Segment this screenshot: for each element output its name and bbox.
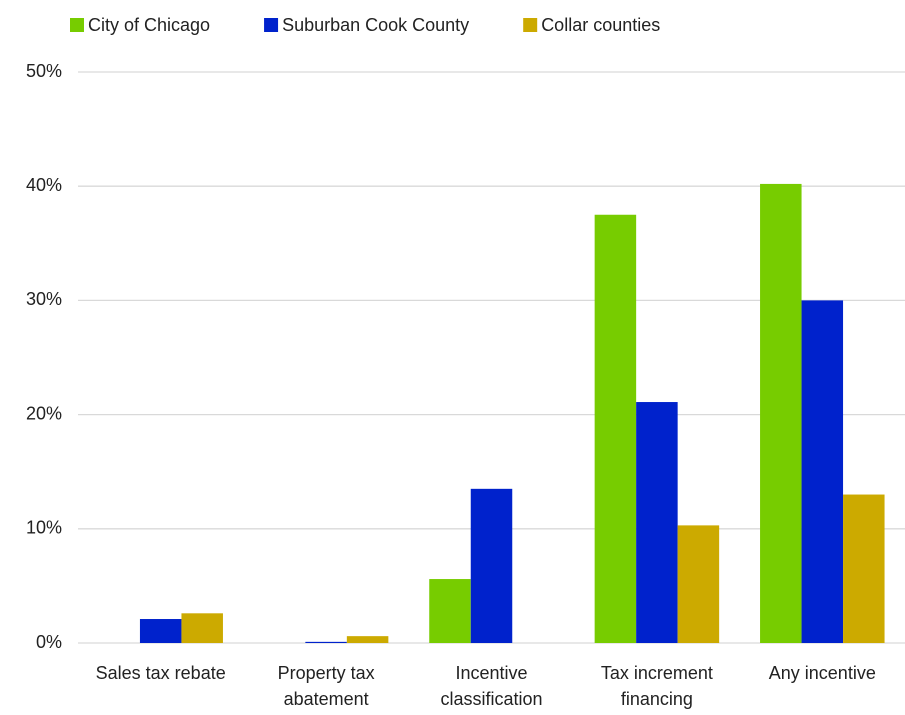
x-tick-label: Any incentive (768, 663, 876, 683)
y-tick-label: 40% (26, 175, 62, 195)
legend-swatch (70, 18, 84, 32)
legend-swatch (264, 18, 279, 32)
bar (470, 488, 513, 643)
y-tick-label: 50% (26, 61, 62, 81)
legend-label: City of Chicago (88, 15, 210, 35)
y-tick-label: 10% (26, 518, 62, 538)
y-tick-label: 0% (36, 632, 62, 652)
x-tick-label: Incentive classification (440, 663, 543, 709)
legend-label: Collar counties (541, 15, 660, 35)
x-tick-label: Sales tax rebate (95, 663, 226, 683)
y-tick-label: 20% (26, 403, 62, 423)
x-tick-label: Tax increment financing (600, 663, 713, 709)
bar (429, 579, 471, 643)
bar (139, 619, 182, 643)
bar (181, 613, 223, 643)
bar (677, 525, 720, 643)
x-tick-label: Property tax abatement (277, 663, 375, 709)
bar (843, 494, 885, 643)
bar (636, 402, 678, 643)
bar (594, 214, 637, 643)
bar (801, 300, 844, 643)
bar (760, 183, 802, 643)
bar (346, 636, 389, 643)
legend-swatch (523, 18, 538, 32)
y-tick-label: 30% (26, 289, 62, 309)
legend-label: Suburban Cook County (282, 15, 469, 35)
bar (305, 641, 347, 643)
